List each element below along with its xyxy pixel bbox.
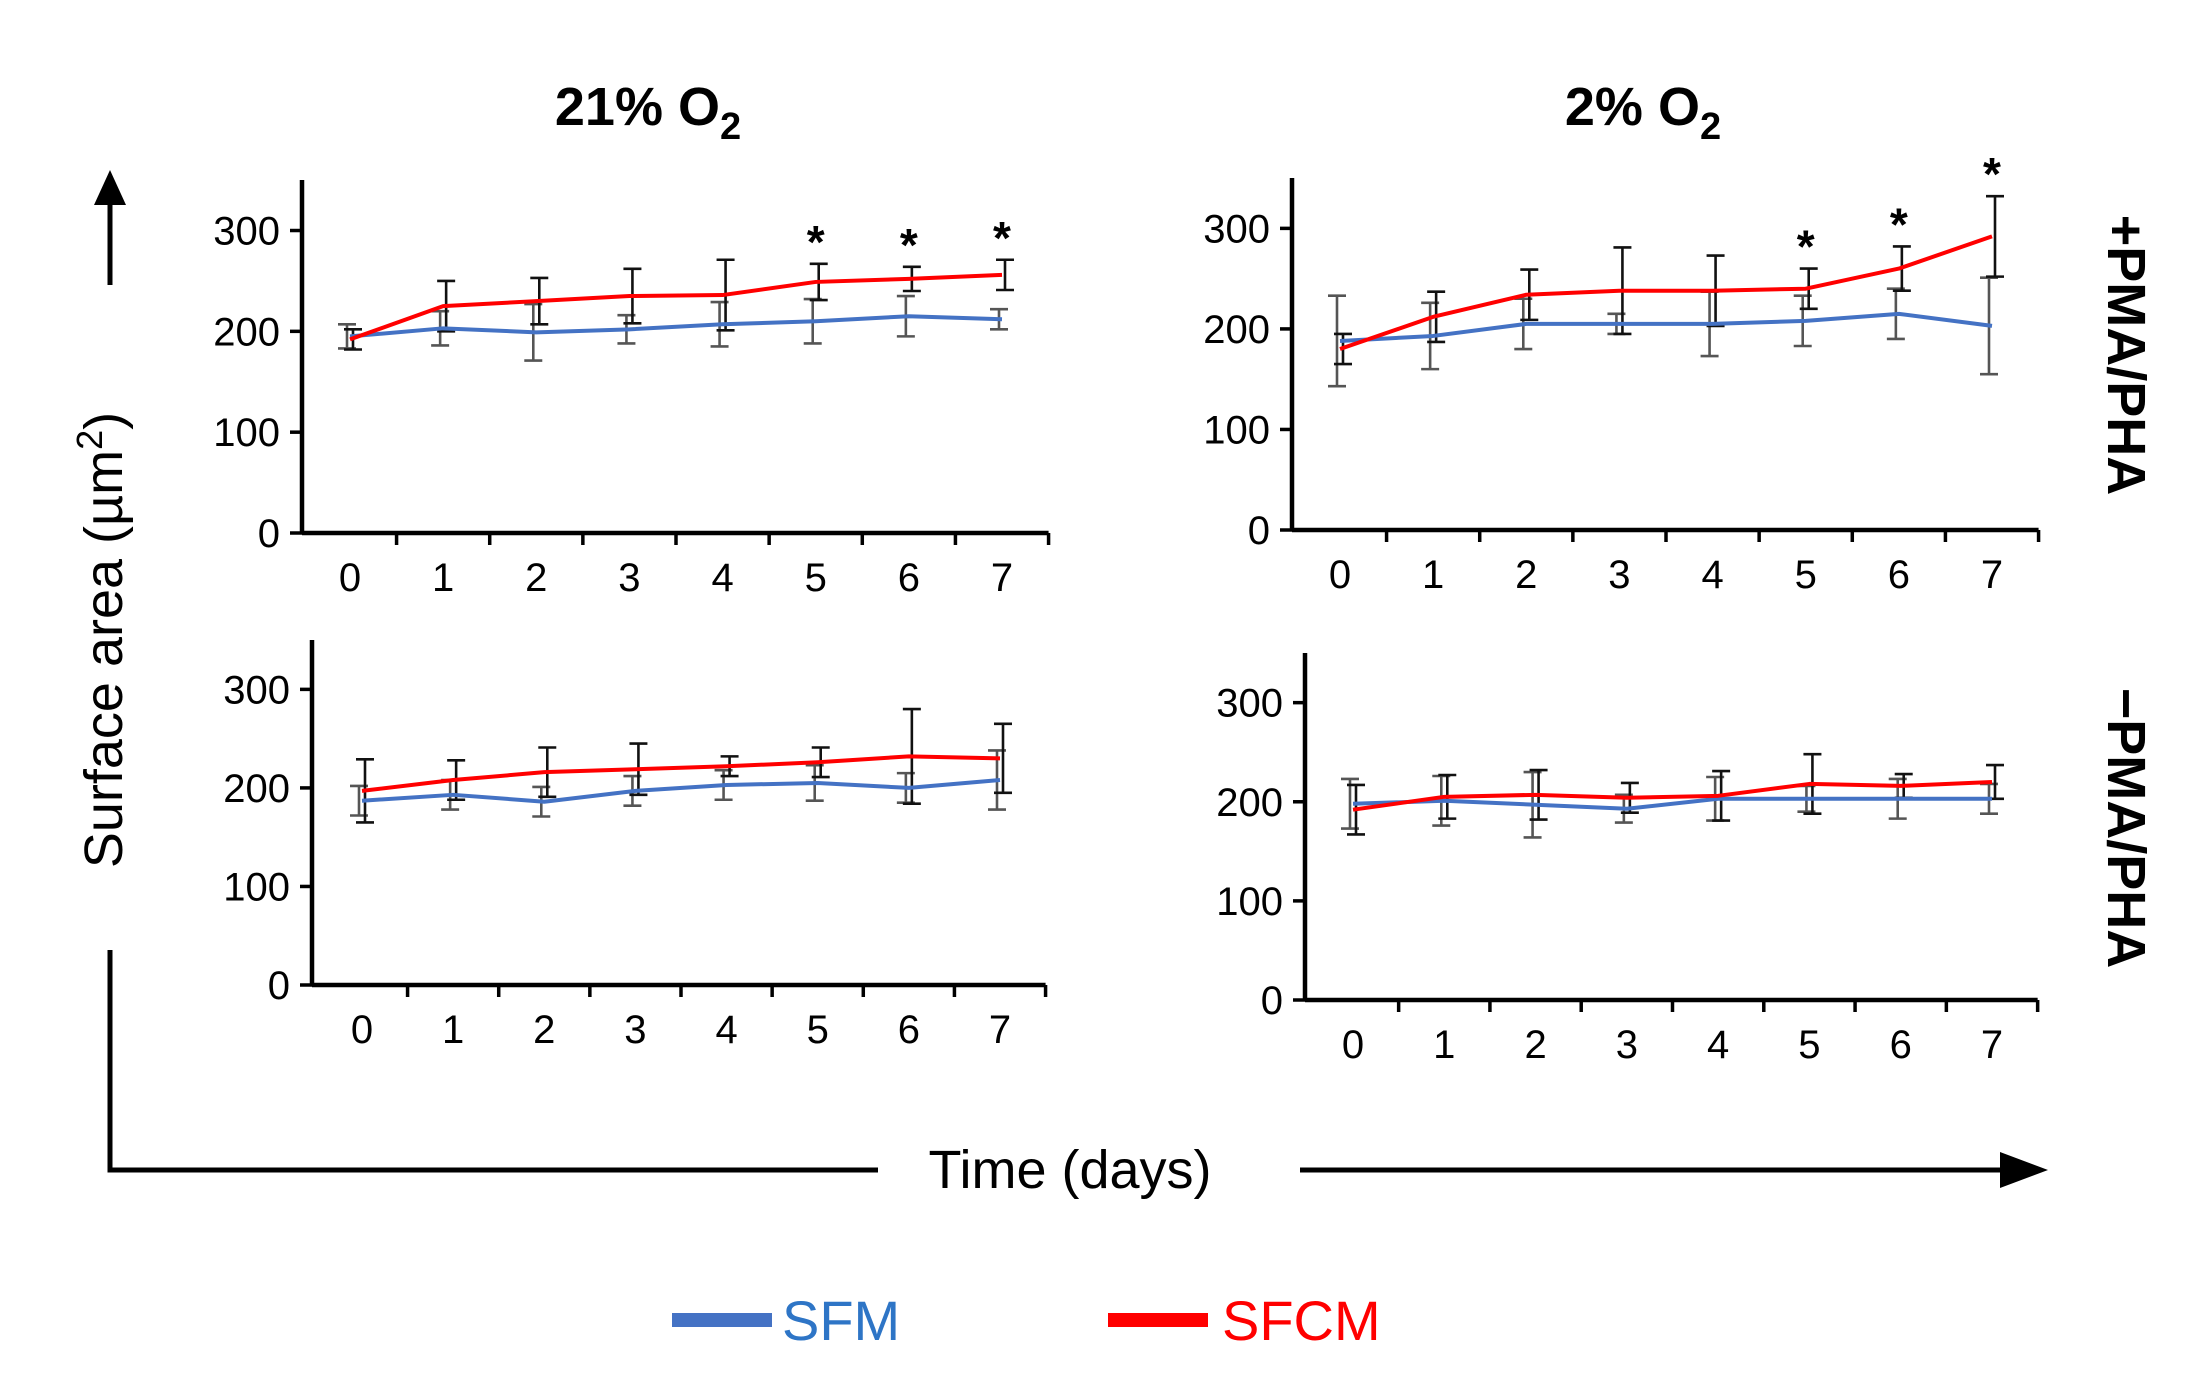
series-line-sfm (361, 778, 1001, 804)
x-tick-label: 4 (1707, 1023, 1729, 1067)
x-tick-label: 3 (618, 556, 640, 600)
y-axis-label: Surface area (µm2) (69, 412, 134, 868)
x-tick-label: 1 (1422, 553, 1444, 597)
x-tick-label: 3 (624, 1008, 646, 1052)
x-axis-label: Time (days) (928, 1140, 1211, 1200)
x-tick-label: 4 (711, 556, 733, 600)
x-tick-label: 1 (1433, 1023, 1455, 1067)
x-tick-label: 5 (805, 556, 827, 600)
x-tick-label: 0 (1342, 1023, 1364, 1067)
legend-label-sfm: SFM (782, 1289, 900, 1352)
y-tick-label: 0 (258, 512, 280, 556)
y-arrow-head (94, 170, 126, 205)
x-tick-label: 6 (898, 556, 920, 600)
y-tick-label: 0 (1248, 509, 1270, 553)
x-tick-label: 0 (351, 1008, 373, 1052)
series-line-sfcm (1339, 234, 1993, 351)
series-line-sfm (1352, 796, 1992, 811)
x-tick-label: 5 (1798, 1023, 1820, 1067)
row-label-plus: +PMA/PHA (2096, 215, 2156, 496)
significance-star: * (1890, 198, 1908, 250)
y-tick-label: 100 (1203, 408, 1270, 452)
x-tick-label: 0 (1329, 553, 1351, 597)
x-tick-label: 2 (525, 556, 547, 600)
y-tick-label: 200 (213, 310, 280, 354)
x-tick-label: 1 (432, 556, 454, 600)
legend-label-sfcm: SFCM (1222, 1289, 1381, 1352)
x-arrow-head (2000, 1152, 2048, 1188)
x-arrow-left-line (107, 950, 878, 1173)
y-tick-label: 200 (1216, 781, 1283, 825)
x-tick-label: 0 (339, 556, 361, 600)
y-tick-label: 300 (1216, 682, 1283, 726)
series-line-sfcm (361, 754, 1001, 793)
x-tick-label: 7 (991, 556, 1013, 600)
y-tick-label: 100 (1216, 880, 1283, 924)
x-tick-label: 4 (715, 1008, 737, 1052)
error-bar-sfcm (1986, 194, 2004, 278)
significance-star: * (1983, 148, 2001, 200)
x-tick-label: 5 (1795, 553, 1817, 597)
error-bar-sfm (1328, 294, 1346, 388)
y-tick-label: 200 (223, 767, 290, 811)
panel-bottom-left: 0 100 200 300 0 1 2 3 4 5 6 7 (223, 640, 1048, 1052)
y-tick-label: 300 (1203, 207, 1270, 251)
x-tick-label: 3 (1608, 553, 1630, 597)
significance-star: * (993, 212, 1011, 264)
error-bar-sfcm (994, 722, 1012, 795)
panel-bottom-right: 0 100 200 300 0 1 2 3 4 5 6 7 (1216, 653, 2040, 1067)
x-tick-label: 7 (1981, 553, 2003, 597)
y-tick-label: 0 (1261, 979, 1283, 1023)
col-title-2: 2% O2 (1565, 77, 1721, 148)
significance-star: * (1797, 221, 1815, 273)
x-tick-label: 2 (533, 1008, 555, 1052)
series-line-sfcm (1352, 779, 1993, 812)
x-tick-label: 1 (442, 1008, 464, 1052)
x-tick-label: 6 (1888, 553, 1910, 597)
y-tick-label: 0 (268, 964, 290, 1008)
x-tick-label: 3 (1616, 1023, 1638, 1067)
x-tick-label: 4 (1701, 553, 1723, 597)
y-tick-label: 100 (223, 865, 290, 909)
x-tick-label: 6 (1890, 1023, 1912, 1067)
y-tick-label: 300 (223, 668, 290, 712)
series-line-sfm (349, 314, 1003, 339)
y-tick-label: 200 (1203, 308, 1270, 352)
y-tick-label: 100 (213, 411, 280, 455)
panel-top-right: 0 100 200 300 0 1 2 3 4 5 6 7 * * * (1203, 148, 2041, 597)
panel-top-left: 0 100 200 300 0 1 2 3 4 5 6 7 * * * (213, 180, 1051, 600)
row-label-minus: −PMA/PHA (2096, 688, 2156, 969)
x-tick-label: 7 (989, 1008, 1011, 1052)
significance-star: * (807, 216, 825, 268)
x-tick-label: 6 (898, 1008, 920, 1052)
series-line-sfm (1339, 311, 1993, 343)
significance-star: * (900, 219, 918, 271)
x-tick-label: 5 (807, 1008, 829, 1052)
series-line-sfcm (349, 272, 1003, 342)
x-tick-label: 7 (1981, 1023, 2003, 1067)
col-title-21: 21% O2 (555, 77, 741, 148)
error-bar-sfcm (996, 258, 1014, 292)
y-tick-label: 300 (213, 210, 280, 254)
x-tick-label: 2 (1524, 1023, 1546, 1067)
x-tick-label: 2 (1515, 553, 1537, 597)
